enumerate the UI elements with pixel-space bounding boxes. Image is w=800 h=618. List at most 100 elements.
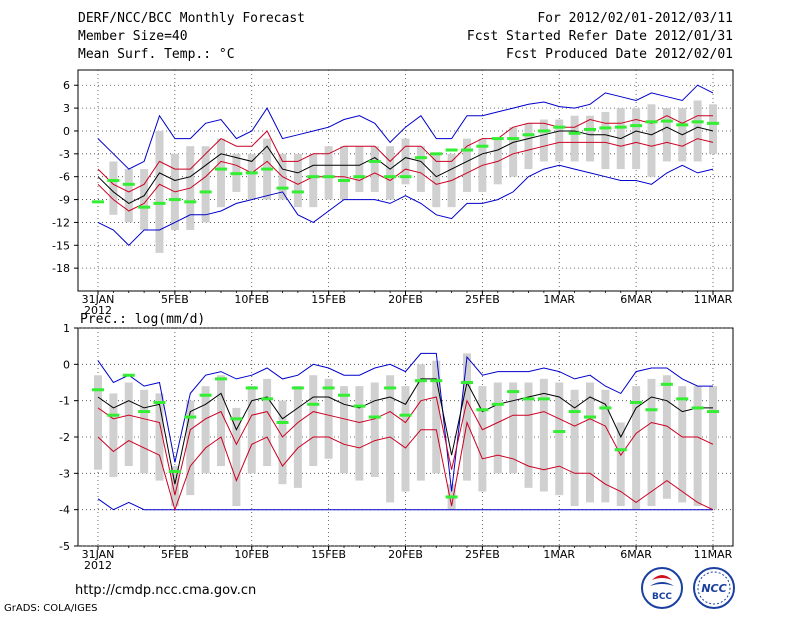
spread-bar (309, 375, 318, 467)
observed-marker (368, 415, 381, 419)
spread-bar (432, 360, 441, 474)
observed-marker (353, 175, 366, 179)
spread-bar (247, 386, 256, 474)
observed-marker (384, 175, 397, 179)
spread-bar (662, 375, 671, 499)
observed-marker (215, 377, 227, 381)
series-lower-percentile-line (97, 138, 714, 212)
observed-marker (322, 386, 335, 390)
observed-marker (230, 172, 243, 176)
header-variable: Mean Surf. Temp.: °C (78, 47, 235, 62)
spread-bar (217, 138, 225, 208)
observed-marker (291, 386, 304, 390)
spread-bar (693, 386, 702, 507)
spread-bar (416, 146, 425, 192)
spread-bar (201, 386, 210, 474)
bcc-ncc-logo: BCC NCC (641, 567, 735, 609)
observed-marker (276, 420, 289, 424)
footer-url[interactable]: http://cmdp.ncc.cma.gov.cn (75, 583, 257, 598)
y-tick-label: -2 (59, 431, 70, 444)
spread-bar (401, 138, 410, 185)
ncc-logo-inner-ring (697, 571, 731, 605)
observed-marker (537, 129, 550, 133)
x-tick-label: 15FEB (311, 293, 346, 306)
x-tick-label: 20FEB (388, 293, 423, 306)
x-tick-label: 1MAR (543, 548, 575, 561)
observed-marker (184, 415, 197, 419)
ncc-logo-text: NCC (701, 582, 726, 595)
spread-bar (124, 382, 133, 467)
observed-marker (537, 397, 550, 401)
observed-marker (614, 125, 627, 129)
y-tick-label: 3 (63, 102, 70, 115)
observed-marker (338, 393, 350, 397)
spread-bar (662, 108, 671, 162)
spread-bar (555, 382, 564, 496)
observed-marker (645, 120, 658, 124)
bcc-logo-ring (641, 567, 683, 609)
x-year-label: 2012 (84, 559, 112, 572)
spread-bar (201, 146, 210, 223)
y-tick-label: 6 (63, 79, 70, 92)
panel-temperature: 6 3 0 -3 -6 -9 -12 -15 -18 31JAN 5FEB 10FEB 15FEB 20F… (52, 69, 734, 317)
x-tick-label: 6MAR (620, 293, 652, 306)
spread-bar (647, 104, 656, 177)
observed-marker (184, 200, 197, 204)
observed-marker (138, 205, 151, 209)
spread-bar (293, 386, 302, 488)
spread-bar (539, 378, 548, 492)
bcc-logo-swoosh-blue (650, 582, 674, 586)
spread-bar (616, 422, 625, 507)
x-year-label: 2012 (84, 304, 112, 317)
observed-marker (430, 152, 443, 156)
y-tick-label: -18 (52, 262, 70, 275)
spread-bar (109, 161, 118, 215)
spread-bar (109, 393, 118, 477)
y-tick-label: 0 (63, 125, 70, 138)
spread-bar (555, 119, 564, 162)
spread-bar (709, 104, 717, 154)
observed-marker (368, 159, 381, 163)
observed-marker (199, 190, 212, 194)
header-title: DERF/NCC/BCC Monthly Forecast (78, 11, 305, 26)
observed-marker (399, 413, 412, 417)
precip-panel-title: Prec.: log(mm/d) (80, 312, 205, 327)
observed-marker (630, 124, 643, 128)
observed-marker (568, 410, 581, 414)
spread-bar (463, 138, 471, 192)
observed-marker (522, 397, 535, 401)
observed-marker (245, 386, 258, 390)
observed-marker (568, 131, 581, 135)
header-member-size: Member Size=40 (78, 29, 188, 44)
observed-marker (430, 379, 443, 383)
header-produced-date: Fcst Produced Date 2012/02/01 (506, 47, 733, 62)
spread-bar (601, 389, 610, 503)
series-upper-percentile-line (97, 115, 713, 193)
x-tick-label: 5FEB (161, 548, 189, 561)
x-tick-label: 20FEB (388, 548, 423, 561)
observed-marker (445, 148, 458, 152)
observed-marker (291, 190, 304, 194)
x-tick-label: 31JAN (82, 548, 115, 561)
header-refer-date: Fcst Started Refer Date 2012/01/31 (466, 29, 733, 44)
observed-marker (153, 201, 166, 205)
spread-bar (370, 382, 379, 477)
series-max-line (97, 84, 714, 170)
series-min-line (97, 498, 713, 511)
spread-bar (309, 153, 318, 208)
spread-bar (293, 153, 302, 208)
x-tick-label: 6MAR (620, 548, 652, 561)
x-tick-label: 11MAR (694, 293, 733, 306)
panel-precipitation: 1 0 -1 -2 -3 -4 -5 31JAN 5FEB 10FEB 15FEB 20FEB 25FE… (59, 312, 734, 572)
x-tick-label: 15FEB (311, 548, 346, 561)
spread-bar (570, 389, 579, 507)
y-tick-label: -1 (59, 395, 70, 408)
x-tick-label: 25FEB (465, 548, 500, 561)
observed-marker (261, 397, 274, 401)
spread-bar (124, 169, 133, 223)
observed-marker (122, 182, 135, 186)
observed-marker (276, 186, 289, 190)
observed-marker (507, 137, 520, 141)
observed-marker (322, 175, 335, 179)
